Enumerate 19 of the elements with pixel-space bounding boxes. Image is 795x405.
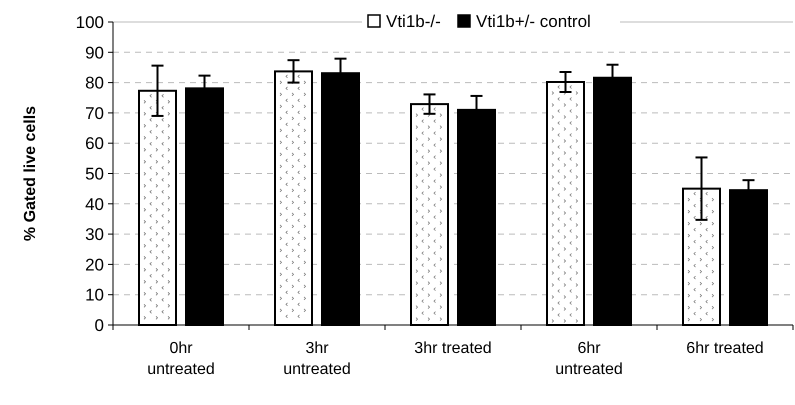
y-tick-label: 0 xyxy=(94,316,104,335)
y-tick-label: 10 xyxy=(85,286,104,305)
y-axis-title: % Gated live cells xyxy=(22,106,39,242)
y-tick-label: 70 xyxy=(85,104,104,123)
legend-label: Vti1b-/- xyxy=(386,12,441,31)
x-tick-label: 0hr untreated xyxy=(147,340,215,378)
y-tick-label: 60 xyxy=(85,134,104,154)
y-tick-label: 100 xyxy=(76,12,104,32)
x-tick-label: 3hr untreated xyxy=(283,340,351,378)
y-tick-label: 50 xyxy=(85,164,104,184)
y-tick-label: 30 xyxy=(85,225,104,244)
y-tick-label: 90 xyxy=(85,43,104,62)
x-tick-label: 3hr treated xyxy=(414,340,492,357)
y-tick-label: 20 xyxy=(85,255,104,274)
x-tick-label: 6hr treated xyxy=(686,340,764,357)
legend-label: Vti1b+/- control xyxy=(476,12,591,31)
y-tick-label: 40 xyxy=(85,194,104,214)
x-tick-label: 6hr untreated xyxy=(555,340,623,378)
y-tick-label: 80 xyxy=(85,74,104,93)
